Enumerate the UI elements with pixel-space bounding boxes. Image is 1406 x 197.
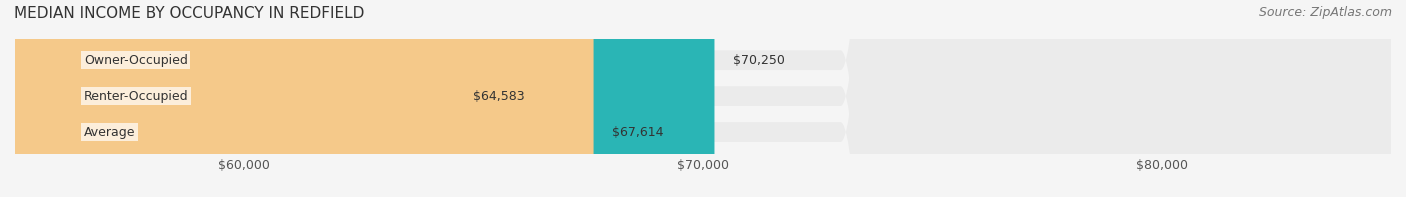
Text: $64,583: $64,583 — [472, 90, 524, 103]
Text: $70,250: $70,250 — [733, 54, 785, 67]
FancyBboxPatch shape — [0, 0, 565, 197]
FancyBboxPatch shape — [15, 0, 714, 197]
Text: Renter-Occupied: Renter-Occupied — [84, 90, 188, 103]
FancyBboxPatch shape — [15, 0, 1391, 197]
FancyBboxPatch shape — [15, 0, 593, 197]
Text: Average: Average — [84, 125, 135, 138]
Text: Source: ZipAtlas.com: Source: ZipAtlas.com — [1258, 6, 1392, 19]
FancyBboxPatch shape — [15, 0, 1391, 197]
FancyBboxPatch shape — [15, 0, 1391, 197]
Text: Owner-Occupied: Owner-Occupied — [84, 54, 187, 67]
Text: MEDIAN INCOME BY OCCUPANCY IN REDFIELD: MEDIAN INCOME BY OCCUPANCY IN REDFIELD — [14, 6, 364, 21]
Text: $67,614: $67,614 — [612, 125, 664, 138]
